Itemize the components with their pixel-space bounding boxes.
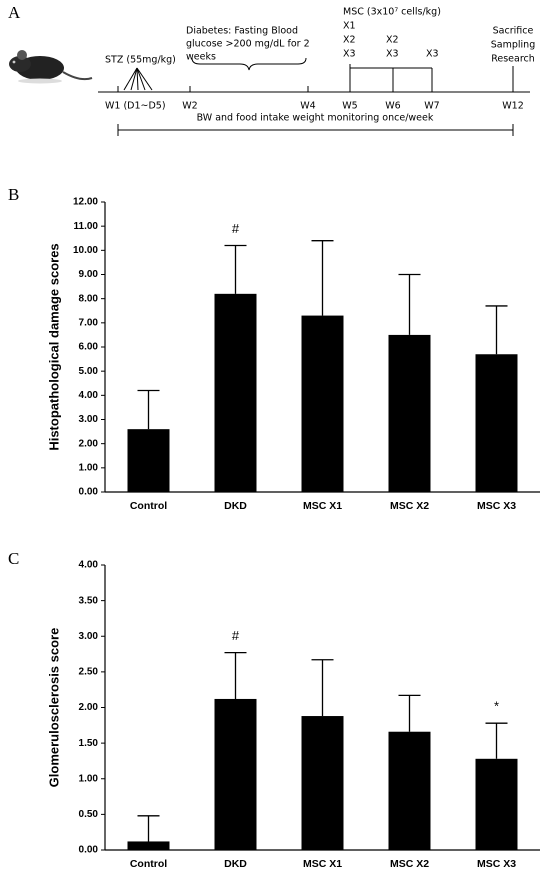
dose-label: X1 <box>343 21 356 32</box>
endpoint-label: Research <box>491 54 535 65</box>
error-bar <box>311 240 334 316</box>
diabetes-note: glucose >200 mg/dL for 2 <box>186 39 310 50</box>
stz-label: STZ (55mg/kg) <box>105 55 176 66</box>
y-tick-label: 3.50 <box>79 595 99 606</box>
error-bar <box>224 244 247 294</box>
dose-label: X2 <box>343 35 356 46</box>
y-tick-label: 9.00 <box>79 269 99 280</box>
y-tick-label: 1.00 <box>79 773 99 784</box>
error-bar <box>137 389 160 430</box>
y-tick-label: 1.50 <box>79 738 99 749</box>
error-bar <box>398 694 421 732</box>
week-label: W4 <box>300 101 315 112</box>
y-tick-label: 7.00 <box>79 317 99 328</box>
significance-marker: * <box>494 699 499 714</box>
dose-label: X3 <box>386 49 399 60</box>
x-tick-label: MSC X3 <box>477 858 516 870</box>
significance-marker: # <box>232 628 240 643</box>
error-bar <box>485 722 508 759</box>
bar <box>127 841 170 850</box>
endpoint-label: Sacrifice <box>493 26 534 37</box>
x-tick-label: MSC X1 <box>303 858 342 870</box>
error-bar <box>485 305 508 355</box>
significance-marker: # <box>232 221 240 236</box>
y-tick-label: 1.00 <box>79 462 99 473</box>
dose-label: X3 <box>343 49 356 60</box>
week-label: W12 <box>502 101 523 112</box>
bar <box>388 334 431 492</box>
y-tick-label: 0.00 <box>79 487 99 498</box>
week-label: W1 (D1~D5) <box>105 101 166 112</box>
bar <box>127 429 170 492</box>
panel-label: A <box>8 3 21 22</box>
endpoint-label: Sampling <box>491 40 535 51</box>
x-tick-label: MSC X2 <box>390 500 429 512</box>
bar <box>214 293 257 492</box>
y-tick-label: 10.00 <box>73 245 98 256</box>
bar <box>301 716 344 850</box>
x-tick-label: Control <box>130 858 167 870</box>
error-bar <box>224 651 247 699</box>
y-tick-label: 4.00 <box>79 560 99 571</box>
y-axis-title: Histopathological damage scores <box>46 243 61 450</box>
y-tick-label: 0.50 <box>79 809 99 820</box>
x-tick-label: DKD <box>224 500 247 512</box>
y-tick-label: 3.00 <box>79 414 99 425</box>
y-tick-label: 6.00 <box>79 342 99 353</box>
y-tick-label: 12.00 <box>73 197 98 208</box>
y-tick-label: 2.00 <box>79 702 99 713</box>
error-bar <box>311 659 334 717</box>
panel-label: C <box>8 549 19 568</box>
dose-label: X3 <box>426 49 439 60</box>
y-tick-label: 8.00 <box>79 293 99 304</box>
y-tick-label: 2.50 <box>79 667 99 678</box>
bar <box>475 354 518 492</box>
x-tick-label: DKD <box>224 858 247 870</box>
week-label: W7 <box>424 101 439 112</box>
diabetes-note: weeks <box>186 52 216 63</box>
diabetes-note: Diabetes: Fasting Blood <box>186 26 298 37</box>
dose-label: X2 <box>386 35 399 46</box>
week-label: W5 <box>342 101 357 112</box>
y-tick-label: 11.00 <box>74 221 99 232</box>
y-tick-label: 2.00 <box>79 438 99 449</box>
timeline <box>98 57 530 136</box>
mouse-icon <box>9 50 93 84</box>
x-tick-label: MSC X2 <box>390 858 429 870</box>
monitoring-note: BW and food intake weight monitoring onc… <box>197 113 434 124</box>
x-tick-label: MSC X1 <box>303 500 342 512</box>
y-tick-label: 5.00 <box>79 366 99 377</box>
x-tick-label: Control <box>130 500 167 512</box>
week-label: W6 <box>385 101 400 112</box>
bar <box>475 758 518 850</box>
error-bar <box>137 815 160 842</box>
y-tick-label: 4.00 <box>79 390 99 401</box>
x-tick-label: MSC X3 <box>477 500 516 512</box>
bar <box>388 731 431 850</box>
error-bar <box>398 273 421 335</box>
y-tick-label: 3.00 <box>79 631 99 642</box>
week-label: W2 <box>182 101 197 112</box>
bar <box>301 315 344 492</box>
panel-label: B <box>8 185 19 204</box>
y-axis-title: Glomerulosclerosis score <box>46 628 61 788</box>
msc-label: MSC (3x10⁷ cells/kg) <box>343 7 441 18</box>
y-tick-label: 0.00 <box>79 845 99 856</box>
bar <box>214 698 257 850</box>
